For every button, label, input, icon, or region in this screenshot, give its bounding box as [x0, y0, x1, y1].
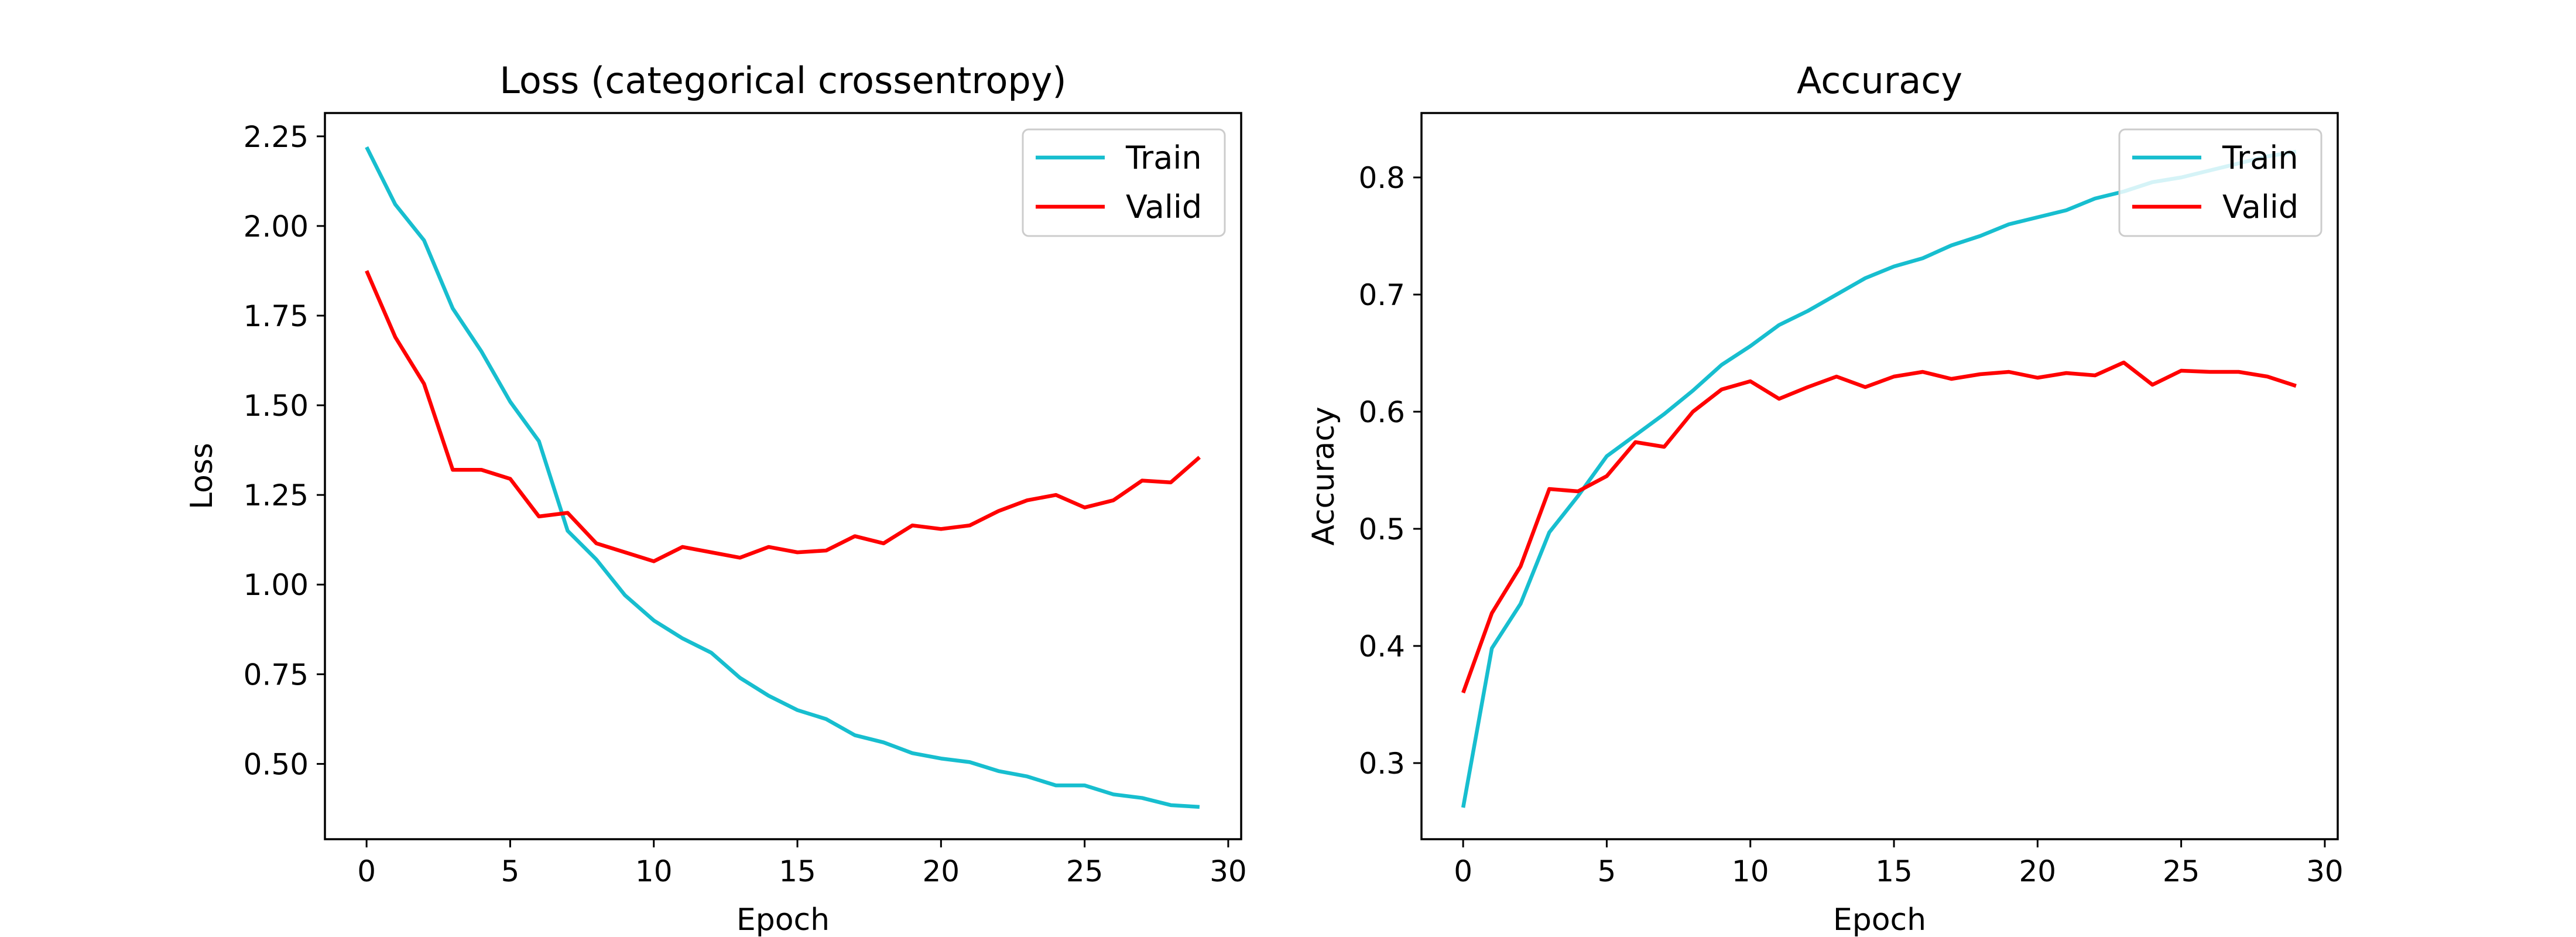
loss-x-tick-label: 10 [635, 854, 673, 888]
loss-y-tick-label: 0.75 [244, 658, 309, 692]
accuracy-y-tick-label: 0.3 [1358, 747, 1405, 781]
loss-y-axis-label: Loss [184, 443, 220, 509]
loss-x-tick-label: 0 [357, 854, 376, 888]
loss-y-tick-label: 2.25 [244, 120, 309, 154]
accuracy-chart-title: Accuracy [1797, 59, 1962, 102]
loss-legend-label-train: Train [1125, 139, 1202, 176]
loss-series-train-line [365, 146, 1200, 809]
accuracy-y-axis-label: Accuracy [1306, 406, 1341, 545]
accuracy-legend: Train Valid [2118, 128, 2322, 237]
loss-y-tick-label: 1.50 [244, 389, 309, 423]
loss-legend-label-valid: Valid [1126, 189, 1202, 225]
accuracy-x-tick-label: 5 [1598, 854, 1616, 888]
accuracy-y-tick-label: 0.6 [1358, 395, 1405, 429]
accuracy-chart: 0 5 10 15 20 25 30 0.3 0.4 0.5 0.6 0.7 0.8 Accuracy Ep… [1306, 59, 2344, 937]
loss-series-valid-line [365, 270, 1201, 563]
accuracy-series-valid-line [1461, 360, 2297, 694]
loss-chart-title: Loss (categorical crossentropy) [499, 59, 1066, 102]
loss-y-tick-label: 1.75 [244, 299, 309, 333]
accuracy-y-tick-label: 0.8 [1358, 161, 1405, 195]
accuracy-x-tick-label: 0 [1454, 854, 1472, 888]
loss-x-tick-label: 30 [1210, 854, 1247, 888]
accuracy-x-tick-label: 10 [1732, 854, 1769, 888]
loss-x-axis-label: Epoch [737, 902, 830, 937]
loss-x-tick-label: 15 [779, 854, 816, 888]
accuracy-series-train-line [1461, 149, 2297, 808]
loss-y-tick-label: 1.00 [244, 568, 309, 602]
accuracy-x-axis-label: Epoch [1833, 902, 1926, 937]
accuracy-legend-label-train: Train [2222, 139, 2298, 176]
loss-y-tick-label: 1.25 [244, 478, 309, 512]
accuracy-x-tick-label: 25 [2163, 854, 2200, 888]
accuracy-legend-label-valid: Valid [2222, 189, 2298, 225]
accuracy-y-tick-label: 0.7 [1358, 278, 1405, 312]
accuracy-x-tick-label: 15 [1875, 854, 1913, 888]
loss-x-tick-label: 25 [1066, 854, 1104, 888]
loss-x-tick-label: 5 [501, 854, 520, 888]
loss-x-tick-label: 20 [923, 854, 960, 888]
loss-chart: 0 5 10 15 20 25 30 0.50 0.75 1.00 1.25 1.50 1.75 2.00… [184, 59, 1247, 937]
loss-axes-frame [324, 112, 1242, 840]
loss-legend: Train Valid [1022, 128, 1226, 237]
loss-y-tick-label: 0.50 [244, 747, 309, 781]
loss-y-tick-label: 2.00 [244, 210, 309, 244]
accuracy-x-tick-label: 20 [2019, 854, 2057, 888]
accuracy-x-tick-label: 30 [2306, 854, 2344, 888]
accuracy-y-tick-label: 0.5 [1358, 512, 1405, 546]
accuracy-axes-frame [1420, 112, 2339, 840]
accuracy-y-tick-label: 0.4 [1358, 630, 1405, 664]
